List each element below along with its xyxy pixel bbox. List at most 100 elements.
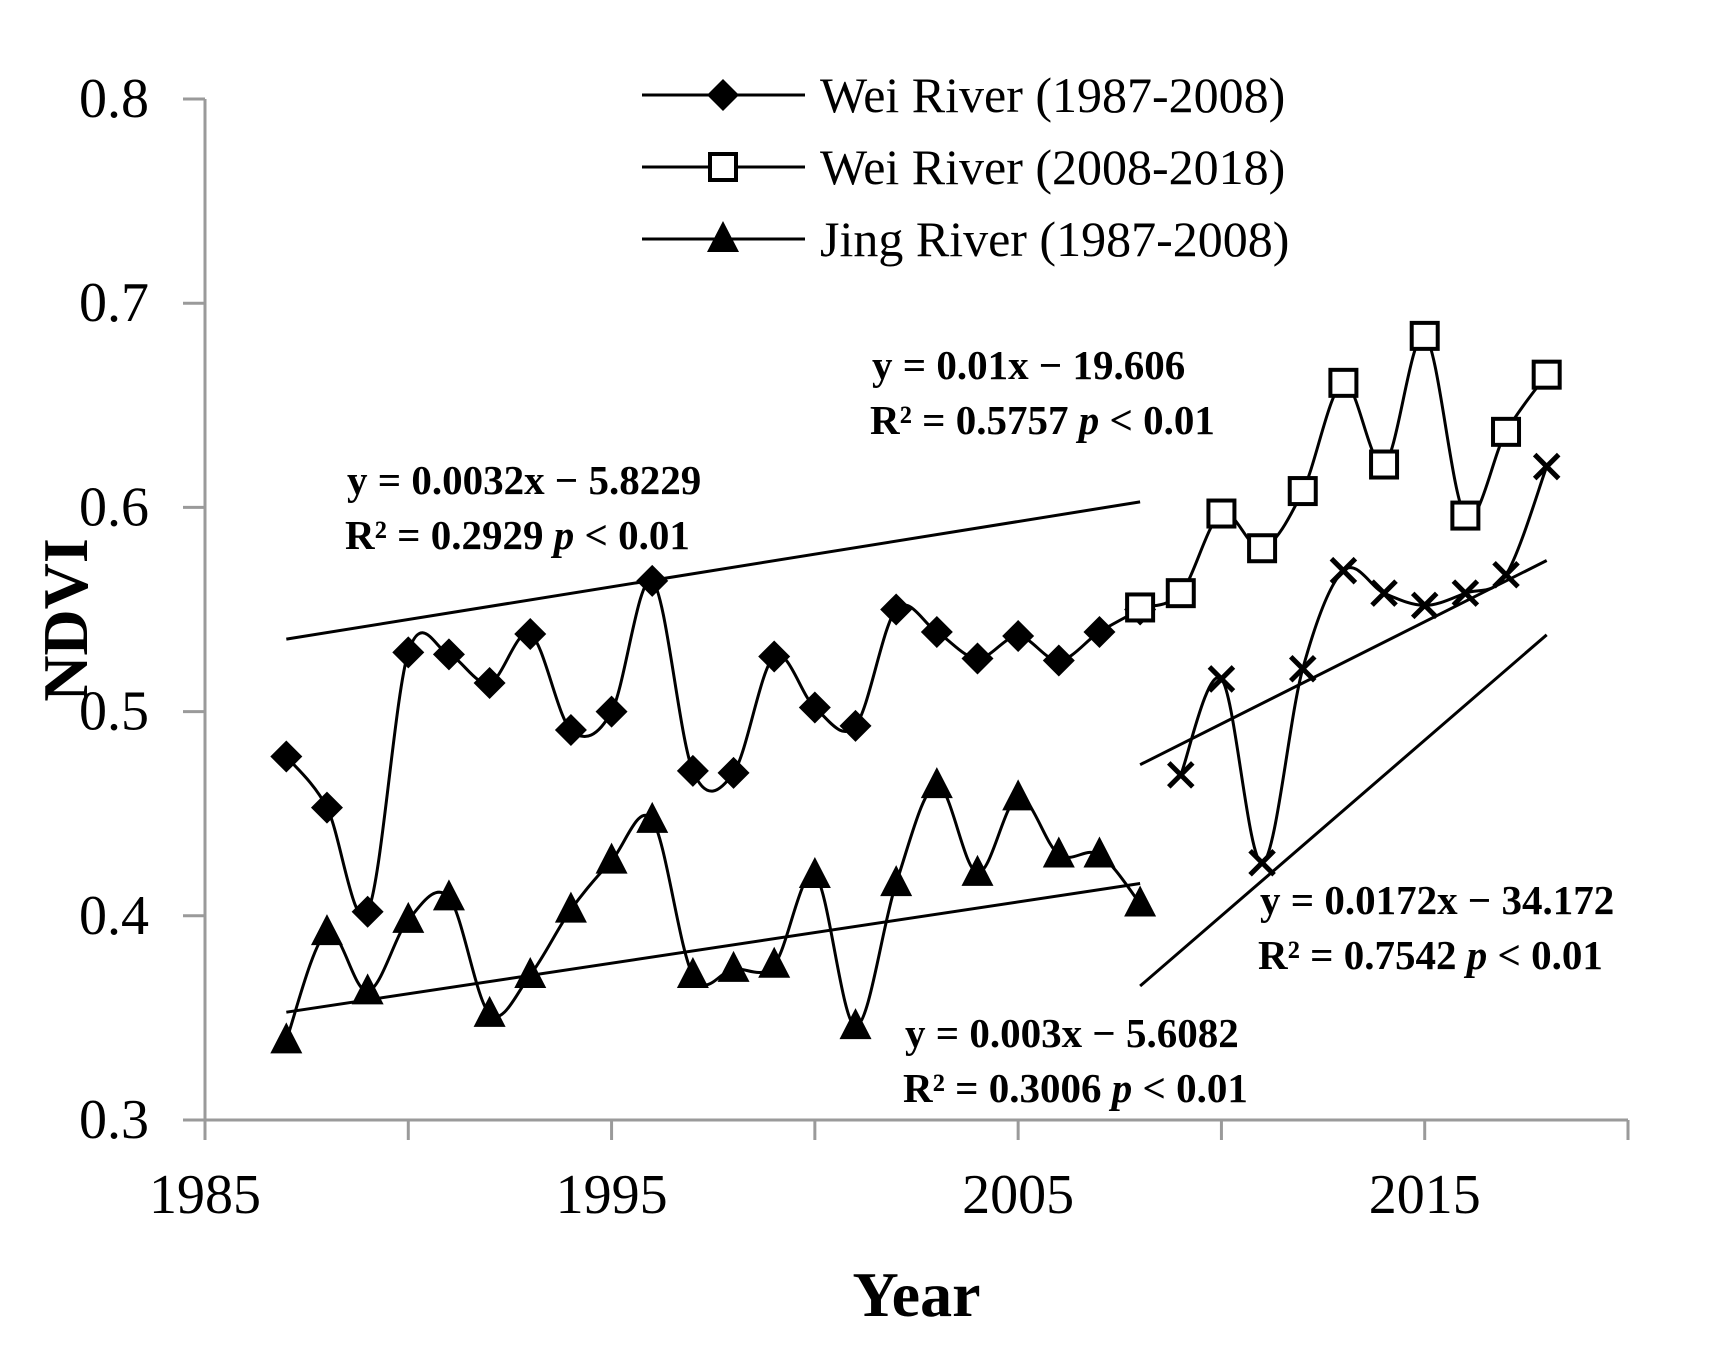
series-1-point — [432, 638, 465, 671]
p-symbol: p — [1464, 932, 1488, 978]
x-tick-label: 2015 — [1369, 1164, 1481, 1226]
p-value: < 0.01 — [574, 512, 690, 558]
annotations: y = 0.0032x − 5.8229 R² = 0.2929 p < 0.01… — [345, 342, 1614, 1111]
series-3-point — [717, 950, 750, 982]
series-3-point — [798, 856, 831, 888]
series-3-point — [1002, 779, 1035, 811]
series-3-point — [676, 957, 709, 989]
legend: Wei River (1987-2008) Wei River (2008-201… — [642, 67, 1289, 267]
series-3-point — [554, 891, 587, 923]
series-3-point — [310, 914, 343, 946]
legend-label: Wei River (1987-2008) — [820, 67, 1285, 123]
series-2-point — [1531, 359, 1562, 390]
series-1-point — [473, 667, 506, 700]
series-3-point — [920, 767, 953, 799]
trendline-4 — [1139, 633, 1548, 988]
y-tick-label: 0.7 — [79, 272, 149, 334]
series-3-point — [1124, 885, 1157, 917]
series-3-point — [270, 1022, 303, 1054]
series-1-point — [351, 895, 384, 928]
x-axis-title: Year — [853, 1259, 981, 1330]
p-symbol: p — [1076, 397, 1100, 443]
trendline-2 — [1139, 559, 1548, 767]
series-4-point — [1410, 591, 1439, 620]
series-1-point — [392, 636, 425, 669]
trendlines-group — [286, 500, 1548, 1014]
y-tick-label: 0.4 — [79, 885, 149, 947]
legend-marker-1 — [707, 79, 739, 111]
series-3-point — [432, 879, 465, 911]
y-tick-label: 0.5 — [79, 681, 149, 743]
trend-r2-3: R² = 0.3006 p < 0.01 — [903, 1065, 1248, 1111]
p-symbol: p — [1109, 1065, 1133, 1111]
series-1-point — [676, 754, 709, 787]
series-1-point — [310, 791, 343, 824]
series-3 — [270, 767, 1157, 1054]
legend-marker-2 — [708, 152, 738, 182]
p-value: < 0.01 — [1487, 932, 1603, 978]
trend-equation-1: y = 0.0032x − 5.8229 — [347, 457, 701, 503]
y-axis-title: NDVI — [30, 538, 101, 702]
series-2-point — [1409, 320, 1440, 351]
series-1-point — [1083, 615, 1116, 648]
series-3-point — [839, 1008, 872, 1040]
series-2-point — [1247, 533, 1278, 564]
series-3-point — [351, 973, 384, 1005]
series-4-point — [1532, 452, 1561, 481]
series-1-point — [270, 740, 303, 773]
axes-group: 0.3 0.4 0.5 0.6 0.7 0.8 1985 1995 2005 2015 Year ND… — [30, 68, 1630, 1330]
series-2-point — [1287, 476, 1318, 507]
series-4-point — [1370, 579, 1398, 607]
series-1-point — [758, 640, 791, 673]
series-1-point — [839, 709, 872, 742]
trend-r2-1: R² = 0.2929 p < 0.01 — [345, 512, 690, 558]
series-2-point — [1206, 498, 1237, 529]
series-group — [270, 320, 1562, 1054]
series-1-point — [717, 756, 750, 789]
series-2-point — [1125, 592, 1156, 623]
series-1-point — [1042, 644, 1075, 677]
legend-label: Jing River (1987-2008) — [820, 211, 1289, 267]
series-3-line — [284, 783, 1142, 1041]
y-tick-label: 0.3 — [79, 1089, 149, 1151]
r2-value: R² = 0.7542 — [1258, 932, 1467, 978]
series-4-point — [1451, 579, 1480, 607]
y-tick-label: 0.8 — [79, 68, 149, 130]
series-1-point — [880, 593, 913, 626]
series-4-point — [1207, 665, 1236, 693]
series-2 — [1125, 320, 1562, 623]
trend-equation-3: y = 0.003x − 5.6082 — [905, 1010, 1239, 1056]
legend-label: Wei River (2008-2018) — [820, 139, 1285, 195]
series-3-point — [961, 854, 994, 886]
series-1-point — [1002, 620, 1035, 653]
series-3-point — [392, 901, 425, 933]
series-1-point — [595, 695, 628, 728]
series-2-point — [1450, 500, 1481, 531]
series-3-point — [1042, 836, 1075, 868]
series-3-point — [1083, 836, 1116, 868]
series-1-point — [554, 713, 587, 746]
trend-equation-2: y = 0.01x − 19.606 — [872, 342, 1185, 388]
series-3-point — [514, 957, 547, 989]
series-4 — [1167, 452, 1561, 877]
series-1-point — [920, 615, 953, 648]
x-tick-label: 1985 — [149, 1164, 261, 1226]
series-4-point — [1288, 654, 1317, 683]
series-1-point — [961, 642, 994, 675]
trendline-3 — [286, 882, 1141, 1014]
r2-value: R² = 0.3006 — [903, 1065, 1112, 1111]
series-2-point — [1165, 578, 1196, 609]
x-tick-label: 2005 — [962, 1164, 1074, 1226]
series-1 — [270, 564, 1157, 928]
series-4-point — [1492, 561, 1520, 589]
p-value: < 0.01 — [1132, 1065, 1248, 1111]
legend-marker-3 — [707, 221, 739, 252]
series-1-point — [636, 564, 669, 597]
series-3-point — [595, 842, 628, 874]
p-symbol: p — [551, 512, 575, 558]
series-1-point — [798, 691, 831, 724]
series-2-point — [1369, 449, 1400, 480]
series-1-point — [514, 618, 547, 651]
series-3-point — [880, 865, 913, 897]
